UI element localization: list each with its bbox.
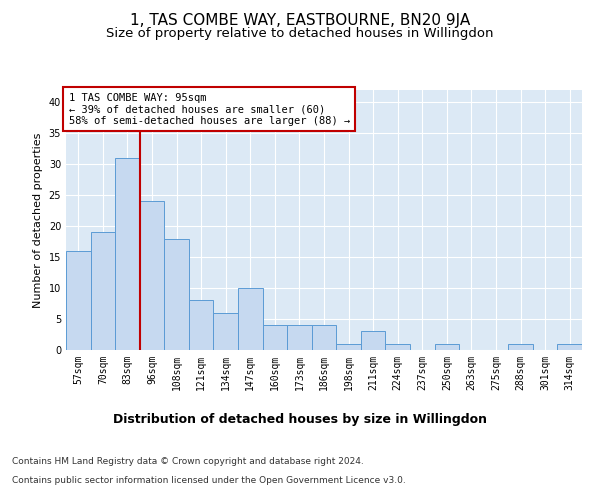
- Bar: [189, 300, 214, 350]
- Bar: [214, 313, 238, 350]
- Text: Contains public sector information licensed under the Open Government Licence v3: Contains public sector information licen…: [12, 476, 406, 485]
- Bar: [238, 288, 263, 350]
- Bar: [336, 344, 361, 350]
- Y-axis label: Number of detached properties: Number of detached properties: [33, 132, 43, 308]
- Bar: [263, 325, 287, 350]
- Bar: [115, 158, 140, 350]
- Text: Contains HM Land Registry data © Crown copyright and database right 2024.: Contains HM Land Registry data © Crown c…: [12, 458, 364, 466]
- Bar: [385, 344, 410, 350]
- Bar: [287, 325, 312, 350]
- Bar: [508, 344, 533, 350]
- Text: Size of property relative to detached houses in Willingdon: Size of property relative to detached ho…: [106, 28, 494, 40]
- Bar: [140, 202, 164, 350]
- Bar: [164, 238, 189, 350]
- Bar: [361, 332, 385, 350]
- Bar: [557, 344, 582, 350]
- Text: 1 TAS COMBE WAY: 95sqm
← 39% of detached houses are smaller (60)
58% of semi-det: 1 TAS COMBE WAY: 95sqm ← 39% of detached…: [68, 92, 350, 126]
- Bar: [91, 232, 115, 350]
- Text: 1, TAS COMBE WAY, EASTBOURNE, BN20 9JA: 1, TAS COMBE WAY, EASTBOURNE, BN20 9JA: [130, 12, 470, 28]
- Bar: [312, 325, 336, 350]
- Bar: [66, 251, 91, 350]
- Text: Distribution of detached houses by size in Willingdon: Distribution of detached houses by size …: [113, 412, 487, 426]
- Bar: [434, 344, 459, 350]
